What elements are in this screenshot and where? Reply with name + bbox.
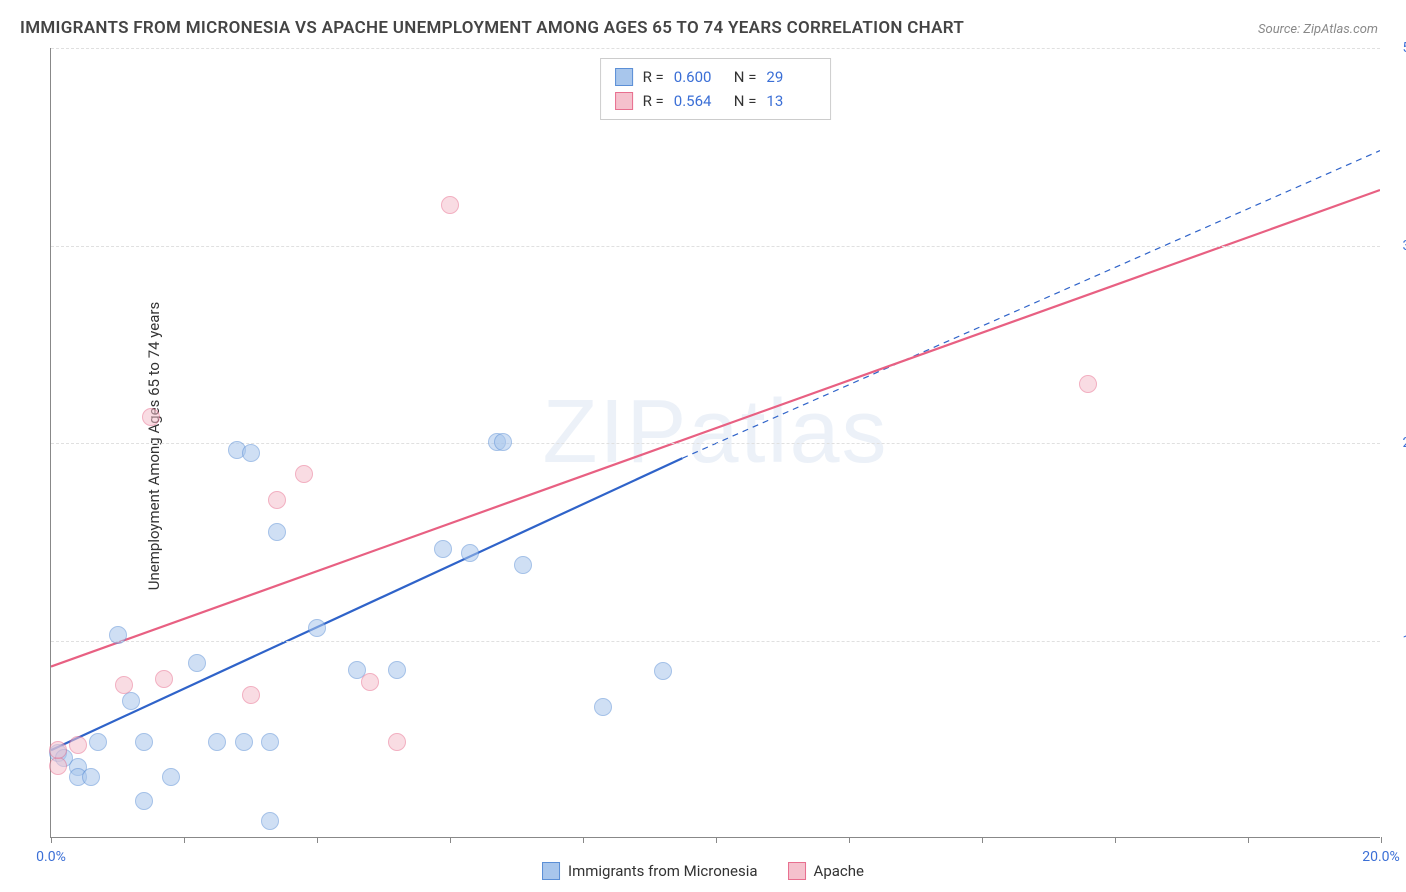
- data-point: [109, 626, 127, 644]
- data-point: [441, 196, 459, 214]
- data-point: [261, 812, 279, 830]
- data-point: [89, 733, 107, 751]
- x-tick: [184, 837, 185, 843]
- data-point: [268, 491, 286, 509]
- grid-line: [51, 641, 1380, 642]
- y-tick-label: 37.5%: [1388, 238, 1406, 254]
- x-tick: [716, 837, 717, 843]
- x-tick: [1248, 837, 1249, 843]
- n-label: N =: [734, 65, 757, 89]
- x-tick: [583, 837, 584, 843]
- legend-item-apache: Apache: [788, 862, 864, 880]
- data-point: [155, 670, 173, 688]
- n-label: N =: [734, 89, 757, 113]
- data-point: [69, 736, 87, 754]
- x-tick-label: 0.0%: [36, 849, 66, 865]
- data-point: [388, 661, 406, 679]
- data-point: [122, 692, 140, 710]
- data-point: [242, 686, 260, 704]
- r-value-2: 0.564: [674, 89, 724, 113]
- r-label: R =: [643, 89, 664, 113]
- r-label: R =: [643, 65, 664, 89]
- x-tick: [1115, 837, 1116, 843]
- data-point: [49, 757, 67, 775]
- legend-label: Apache: [814, 862, 864, 880]
- correlation-legend: R = 0.600 N = 29 R = 0.564 N = 13: [600, 58, 832, 120]
- y-tick-label: 50.0%: [1388, 40, 1406, 56]
- data-point: [1079, 375, 1097, 393]
- legend-swatch-pink: [788, 862, 806, 880]
- r-value-1: 0.600: [674, 65, 724, 89]
- data-point: [388, 733, 406, 751]
- data-point: [361, 673, 379, 691]
- n-value-1: 29: [766, 65, 816, 89]
- x-tick-label: 20.0%: [1362, 849, 1400, 865]
- chart-title: IMMIGRANTS FROM MICRONESIA VS APACHE UNE…: [20, 18, 964, 38]
- data-point: [268, 523, 286, 541]
- x-tick: [982, 837, 983, 843]
- data-point: [162, 768, 180, 786]
- data-point: [49, 741, 67, 759]
- legend-item-micronesia: Immigrants from Micronesia: [542, 862, 758, 880]
- data-point: [514, 556, 532, 574]
- grid-line: [51, 246, 1380, 247]
- data-point: [308, 619, 326, 637]
- x-tick: [1381, 837, 1382, 843]
- data-point: [594, 698, 612, 716]
- legend-row-series-1: R = 0.600 N = 29: [615, 65, 817, 89]
- data-point: [135, 733, 153, 751]
- grid-line: [51, 48, 1380, 49]
- data-point: [142, 408, 160, 426]
- legend-label: Immigrants from Micronesia: [568, 862, 758, 880]
- legend-swatch-blue: [542, 862, 560, 880]
- data-point: [461, 544, 479, 562]
- n-value-2: 13: [766, 89, 816, 113]
- x-tick: [450, 837, 451, 843]
- plot-area: ZIPatlas R = 0.600 N = 29 R = 0.564 N = …: [50, 48, 1380, 838]
- data-point: [82, 768, 100, 786]
- source-attribution: Source: ZipAtlas.com: [1258, 22, 1378, 37]
- data-point: [434, 540, 452, 558]
- data-point: [208, 733, 226, 751]
- data-point: [235, 733, 253, 751]
- y-tick-label: 25.0%: [1388, 435, 1406, 451]
- data-point: [494, 433, 512, 451]
- y-tick-label: 12.5%: [1388, 633, 1406, 649]
- legend-row-series-2: R = 0.564 N = 13: [615, 89, 817, 113]
- data-point: [654, 662, 672, 680]
- data-point: [115, 676, 133, 694]
- data-point: [295, 465, 313, 483]
- legend-swatch-blue: [615, 68, 633, 86]
- x-tick: [317, 837, 318, 843]
- data-point: [242, 444, 260, 462]
- data-point: [188, 654, 206, 672]
- x-tick: [51, 837, 52, 843]
- x-tick: [849, 837, 850, 843]
- data-point: [135, 792, 153, 810]
- series-legend: Immigrants from Micronesia Apache: [534, 860, 872, 882]
- legend-swatch-pink: [615, 92, 633, 110]
- data-point: [261, 733, 279, 751]
- watermark: ZIPatlas: [542, 381, 888, 484]
- chart-container: IMMIGRANTS FROM MICRONESIA VS APACHE UNE…: [0, 0, 1406, 892]
